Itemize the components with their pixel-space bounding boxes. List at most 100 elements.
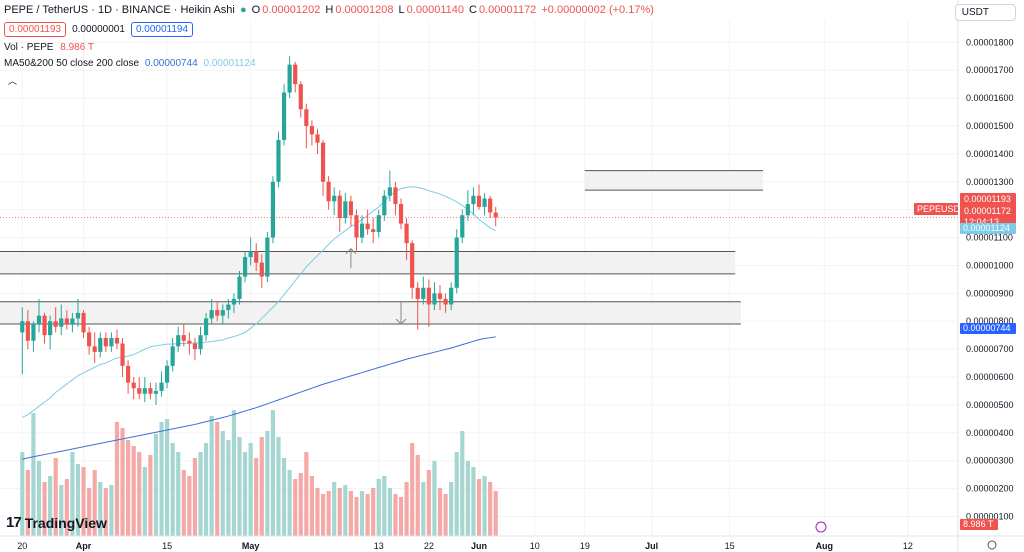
ma-indicator-legend[interactable]: MA50&200 50 close 200 close 0.00000744 0… [4, 58, 256, 69]
price-tick-label: 0.00000200 [966, 484, 1014, 494]
candle-body [59, 318, 64, 327]
candle-body [153, 390, 159, 394]
ask-price-tag: 0.00001124 [963, 223, 1010, 233]
price-axis: 0.00001800 0.00001700 0.00001600 0.00001500… [957, 0, 1014, 552]
price-tick-label: 0.00001300 [966, 177, 1014, 187]
candle-body [81, 312, 86, 333]
price-tick-label: 0.00001500 [966, 121, 1014, 131]
volume-bar [281, 458, 287, 536]
time-tick-label: 12 [903, 541, 913, 551]
l-label: L [398, 4, 405, 16]
time-tick-label: 10 [530, 541, 540, 551]
volume-bar [87, 488, 92, 536]
price-tick-label: 0.00001800 [966, 37, 1014, 47]
volume-indicator-legend[interactable]: Vol · PEPE 8.986 T [4, 42, 94, 53]
volume-bar [36, 461, 42, 536]
volume-bar [426, 470, 431, 536]
volume-bar [159, 422, 164, 536]
price-tick-label: 0.00000400 [966, 428, 1014, 438]
time-tick-label: Jul [645, 541, 658, 551]
volume-bar [354, 497, 359, 536]
volume-bar [48, 476, 53, 536]
candle-body [382, 195, 387, 216]
price-tick-label: 0.00001600 [966, 93, 1014, 103]
candle-body [220, 310, 225, 316]
volume-bar [70, 452, 75, 536]
volume-bar [382, 476, 387, 536]
time-tick-label: 15 [162, 541, 172, 551]
high-value: 0.00001208 [335, 4, 394, 16]
volume-bar [220, 431, 225, 536]
volume-bar [376, 479, 381, 536]
tradingview-logo: 17 TradingView [6, 514, 107, 531]
moving-average-lines [22, 186, 496, 460]
candle-body [137, 388, 142, 394]
bid-box[interactable]: 0.00001193 [4, 22, 67, 37]
candle-body [304, 109, 309, 126]
volume-bar [53, 458, 58, 536]
volume-bar [176, 452, 181, 536]
volume-bar [309, 476, 314, 536]
volume-bar [148, 455, 153, 536]
ask-box[interactable]: 0.00001194 [130, 22, 194, 37]
volume-bar [25, 470, 30, 536]
volume-bar [42, 482, 47, 536]
price-tick-label: 0.00000600 [966, 372, 1014, 382]
candle-body [42, 315, 47, 336]
candle-body [393, 187, 398, 205]
candle-body [75, 312, 81, 319]
candle-body [87, 332, 92, 347]
volume-bar [371, 488, 376, 536]
volume-bar [248, 443, 253, 536]
volume-indicator-value: 8.986 T [60, 42, 94, 53]
spread-value: 0.00000001 [72, 24, 125, 35]
candle-body [476, 195, 482, 207]
price-tick-label: 0.00001400 [966, 149, 1014, 159]
volume-bar [270, 410, 276, 536]
symbol-title[interactable]: PEPE / TetherUS · 1D · BINANCE · Heikin … [4, 4, 235, 16]
price-tick-label: 0.00001000 [966, 260, 1014, 270]
volume-bar [404, 482, 409, 536]
ma50-value: 0.00000744 [144, 58, 198, 69]
candle-body [109, 337, 114, 347]
volume-bar [287, 470, 292, 536]
candle-body [488, 198, 493, 213]
candle-body [103, 337, 108, 347]
volume-bar [359, 491, 365, 536]
candle-body [192, 343, 198, 350]
volume-bar [103, 488, 108, 536]
volume-bar [114, 422, 120, 536]
volume-bar [231, 410, 237, 536]
candle-body [337, 195, 342, 219]
candle-body [215, 310, 220, 316]
candle-body [454, 237, 459, 288]
volume-bar [181, 470, 186, 536]
candle-body [242, 257, 248, 277]
candle-body [120, 343, 125, 366]
volume-bar [343, 485, 348, 536]
volume-bar [482, 476, 487, 536]
candle-body [248, 251, 253, 258]
chart-header: PEPE / TetherUS · 1D · BINANCE · Heikin … [4, 4, 656, 16]
candle-body [365, 223, 370, 230]
volume-bar [398, 497, 404, 536]
volume-tag: 8.986 T [963, 519, 994, 529]
candle-body [398, 204, 404, 224]
currency-selector[interactable]: USDT [954, 4, 1016, 21]
time-tick-label: 20 [17, 541, 27, 551]
collapse-legend-icon[interactable]: ︿ [8, 76, 18, 86]
candle-body [315, 134, 320, 143]
candle-body [98, 337, 103, 352]
candle-body [309, 125, 314, 135]
volume-bar [454, 452, 459, 536]
candle-body [343, 201, 348, 219]
volume-bar [259, 437, 264, 536]
candle-body [226, 304, 231, 311]
time-tick-label: 22 [424, 541, 434, 551]
volume-bar [98, 482, 103, 536]
volume-bar [165, 419, 170, 536]
close-value: 0.00001172 [479, 4, 537, 16]
volume-bar [187, 476, 192, 536]
candle-body [332, 195, 337, 202]
